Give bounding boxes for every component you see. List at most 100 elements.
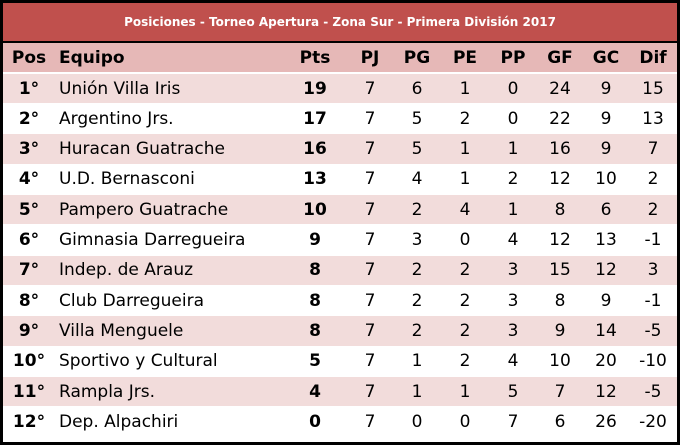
cell-gf: 15 [537,255,583,287]
cell-pg: 2 [393,255,441,287]
cell-pg: 6 [393,73,441,105]
header-pp: PP [489,43,537,75]
cell-gf: 9 [537,315,583,347]
cell-dif: 3 [629,255,677,287]
cell-team: Gimnasia Darregueira [55,224,283,256]
cell-pj: 7 [347,285,393,317]
cell-pts: 9 [283,224,347,256]
cell-gc: 14 [583,315,629,347]
cell-team: Dep. Alpachiri [55,406,283,438]
cell-pj: 7 [347,194,393,226]
cell-pj: 7 [347,73,393,105]
cell-team: Sportivo y Cultural [55,346,283,378]
cell-pg: 5 [393,133,441,165]
header-team: Equipo [55,43,283,75]
cell-pg: 3 [393,224,441,256]
cell-pp: 0 [489,103,537,135]
cell-dif: 15 [629,73,677,105]
cell-pos: 3° [3,133,55,165]
cell-pos: 12° [3,406,55,438]
cell-pj: 7 [347,164,393,196]
header-pg: PG [393,43,441,75]
cell-gc: 12 [583,376,629,408]
cell-pj: 7 [347,315,393,347]
cell-gc: 6 [583,194,629,226]
cell-dif: -1 [629,224,677,256]
cell-pj: 7 [347,406,393,438]
cell-pj: 7 [347,224,393,256]
cell-pts: 13 [283,164,347,196]
cell-gf: 12 [537,224,583,256]
table-title: Posiciones - Torneo Apertura - Zona Sur … [3,3,677,43]
cell-pp: 2 [489,164,537,196]
cell-pg: 1 [393,346,441,378]
cell-pe: 1 [441,73,489,105]
header-pts: Pts [283,43,347,75]
header-pj: PJ [347,43,393,75]
cell-team: Rampla Jrs. [55,376,283,408]
cell-team: Huracan Guatrache [55,133,283,165]
cell-gf: 8 [537,194,583,226]
header-pos: Pos [3,43,55,75]
cell-dif: 2 [629,164,677,196]
cell-pp: 3 [489,285,537,317]
cell-gc: 12 [583,255,629,287]
cell-dif: 13 [629,103,677,135]
cell-team: Argentino Jrs. [55,103,283,135]
cell-pg: 2 [393,194,441,226]
cell-team: Villa Menguele [55,315,283,347]
cell-pj: 7 [347,255,393,287]
table-row: 10° Sportivo y Cultural 5 7 1 2 4 10 20 -10 [3,346,677,378]
cell-pts: 5 [283,346,347,378]
cell-pts: 8 [283,255,347,287]
cell-gc: 9 [583,133,629,165]
cell-pe: 1 [441,133,489,165]
cell-gc: 20 [583,346,629,378]
cell-pe: 1 [441,376,489,408]
cell-dif: -5 [629,315,677,347]
cell-pts: 16 [283,133,347,165]
header-pe: PE [441,43,489,75]
cell-dif: -20 [629,406,677,438]
header-row: Pos Equipo Pts PJ PG PE PP GF GC Dif [3,43,677,75]
table-row: 9° Villa Menguele 8 7 2 2 3 9 14 -5 [3,315,677,347]
cell-team: Pampero Guatrache [55,194,283,226]
cell-pp: 5 [489,376,537,408]
cell-gf: 22 [537,103,583,135]
cell-gf: 7 [537,376,583,408]
cell-pe: 2 [441,103,489,135]
cell-gf: 16 [537,133,583,165]
cell-team: U.D. Bernasconi [55,164,283,196]
cell-dif: -5 [629,376,677,408]
cell-gf: 8 [537,285,583,317]
cell-pts: 17 [283,103,347,135]
cell-pe: 2 [441,315,489,347]
cell-pos: 9° [3,315,55,347]
cell-gc: 26 [583,406,629,438]
cell-dif: 2 [629,194,677,226]
cell-pp: 1 [489,133,537,165]
cell-gf: 10 [537,346,583,378]
cell-pg: 0 [393,406,441,438]
cell-gf: 24 [537,73,583,105]
cell-pj: 7 [347,103,393,135]
table-row: 2° Argentino Jrs. 17 7 5 2 0 22 9 13 [3,103,677,135]
cell-pg: 2 [393,285,441,317]
cell-pe: 2 [441,285,489,317]
cell-pe: 0 [441,224,489,256]
cell-pp: 4 [489,346,537,378]
cell-pos: 11° [3,376,55,408]
cell-pos: 1° [3,73,55,105]
standings-table: Pos Equipo Pts PJ PG PE PP GF GC Dif 1° U… [3,43,677,438]
cell-pe: 1 [441,164,489,196]
cell-pp: 4 [489,224,537,256]
cell-pg: 5 [393,103,441,135]
cell-pj: 7 [347,346,393,378]
cell-pg: 4 [393,164,441,196]
cell-pe: 2 [441,346,489,378]
cell-dif: -1 [629,285,677,317]
cell-pts: 0 [283,406,347,438]
table-row: 3° Huracan Guatrache 16 7 5 1 1 16 9 7 [3,133,677,165]
cell-pe: 4 [441,194,489,226]
